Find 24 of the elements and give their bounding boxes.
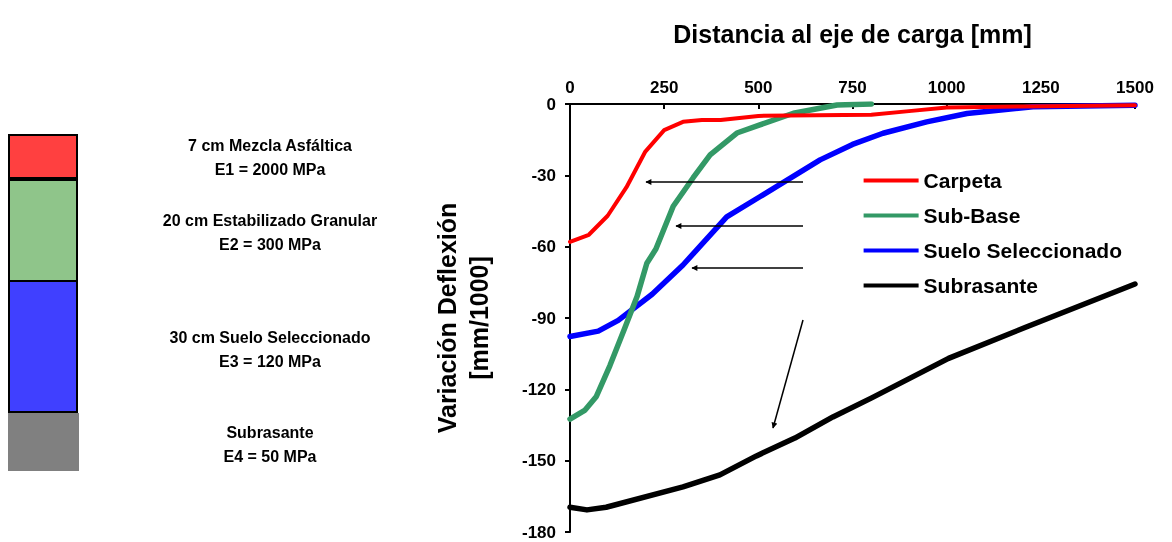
legend-label: Suelo Seleccionado: [923, 239, 1123, 262]
y-tick-label: 0: [546, 94, 556, 114]
x-tick-label: 250: [649, 78, 679, 97]
y-tick-label: -60: [531, 237, 556, 257]
y-tick-label: -120: [521, 379, 556, 399]
x-tick-label: 1500: [1116, 78, 1154, 97]
y-axis-title: Variación Deflexión [mm/1000]: [433, 202, 493, 434]
x-tick-label: 1250: [1021, 78, 1060, 97]
x-tick-label: 1000: [927, 78, 966, 97]
text: 7 cm Mezcla Asfáltica E1 = 2000 MPa: [187, 136, 353, 180]
x-tick-label: 0: [565, 78, 575, 97]
x-axis-title: Distancia al eje de carga [mm]: [673, 19, 1032, 48]
x-tick-label: 500: [744, 78, 773, 97]
text: 30 cm Suelo Seleccionado E3 = 120 MPa: [169, 329, 371, 370]
legend-label: Sub-Base: [923, 204, 1021, 227]
y-tick-label: -150: [521, 451, 556, 471]
legend-label: Carpeta: [923, 169, 1003, 192]
y-tick-label: -180: [521, 522, 556, 542]
text: 20 cm Estabilizado Granular E2 = 300 MPa: [162, 212, 378, 253]
y-tick-label: -90: [531, 308, 556, 328]
y-tick-label: -30: [531, 165, 556, 185]
text: Subrasante E4 = 50 MPa: [223, 424, 317, 465]
legend-label: Subrasante: [923, 274, 1038, 297]
x-tick-label: 750: [838, 78, 867, 97]
